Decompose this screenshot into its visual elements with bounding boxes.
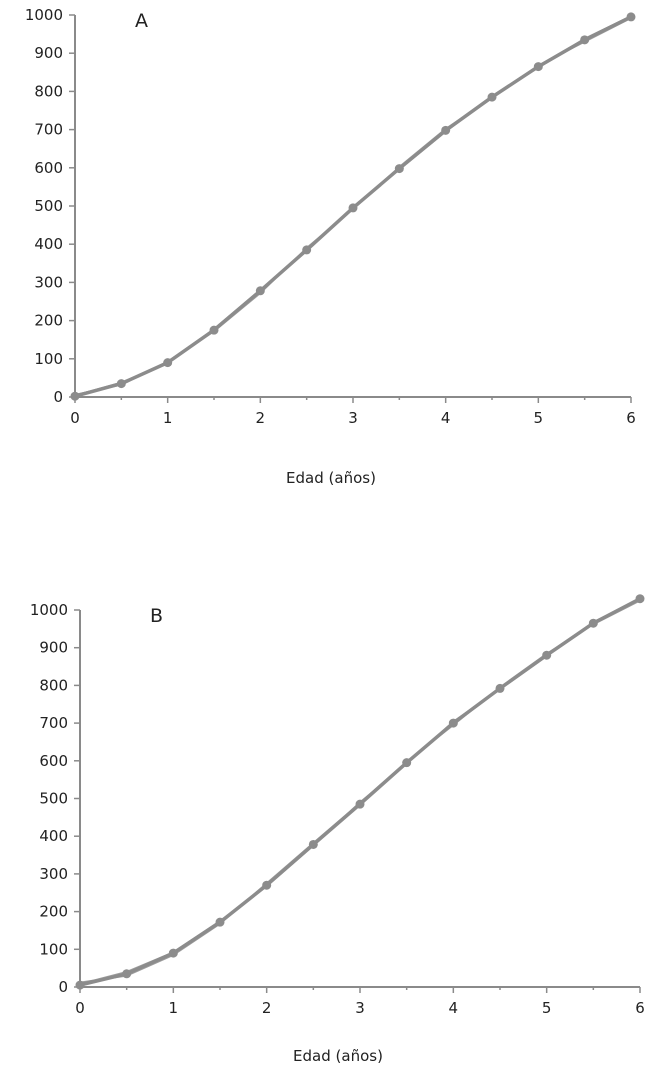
data-point bbox=[487, 92, 497, 102]
data-point bbox=[75, 980, 85, 990]
data-point bbox=[580, 35, 590, 45]
y-tick-label: 200 bbox=[34, 312, 63, 330]
data-point bbox=[308, 839, 318, 849]
x-tick-label: 1 bbox=[163, 409, 173, 427]
series-line bbox=[79, 598, 641, 985]
data-point bbox=[588, 618, 598, 628]
x-axis-title: Edad (años) bbox=[286, 469, 376, 487]
data-point bbox=[533, 62, 543, 72]
data-point bbox=[116, 379, 126, 389]
y-tick-label: 400 bbox=[34, 235, 63, 253]
x-tick-label: 6 bbox=[635, 999, 645, 1017]
x-tick-label: 2 bbox=[256, 409, 266, 427]
panel-label: B bbox=[150, 605, 163, 627]
data-point bbox=[402, 758, 412, 768]
y-tick-label: 0 bbox=[58, 978, 68, 996]
x-axis-title: Edad (años) bbox=[293, 1047, 383, 1065]
x-tick-label: 3 bbox=[355, 999, 365, 1017]
data-point bbox=[635, 594, 645, 604]
data-point bbox=[355, 799, 365, 809]
data-point bbox=[441, 125, 451, 135]
data-point bbox=[168, 948, 178, 958]
data-point bbox=[626, 12, 636, 22]
y-tick-label: 800 bbox=[39, 676, 68, 694]
y-tick-label: 300 bbox=[34, 273, 63, 291]
data-point bbox=[255, 286, 265, 296]
data-point bbox=[495, 683, 505, 693]
x-tick-label: 0 bbox=[70, 409, 80, 427]
x-tick-label: 5 bbox=[534, 409, 544, 427]
ticks: 0 1 2 3 4 5 6 0 100 200 300 400 500 600 700 800 900 1000 bbox=[25, 6, 636, 427]
data-point bbox=[394, 164, 404, 174]
data-point bbox=[70, 391, 80, 401]
y-tick-label: 600 bbox=[34, 159, 63, 177]
x-tick-label: 3 bbox=[348, 409, 358, 427]
y-tick-label: 700 bbox=[34, 121, 63, 139]
x-tick-label: 4 bbox=[449, 999, 459, 1017]
data-point bbox=[215, 917, 225, 927]
y-tick-label: 100 bbox=[39, 940, 68, 958]
y-tick-label: 400 bbox=[39, 827, 68, 845]
y-tick-label: 900 bbox=[34, 44, 63, 62]
chart-a: 0 1 2 3 4 5 601002003004005006007008009001000 … bbox=[25, 6, 636, 487]
series-line bbox=[79, 599, 641, 984]
y-tick-label: 700 bbox=[39, 714, 68, 732]
y-tick-label: 500 bbox=[34, 197, 63, 215]
data-point bbox=[542, 650, 552, 660]
series-group bbox=[70, 12, 636, 401]
x-tick-label: 1 bbox=[169, 999, 179, 1017]
x-tick-label: 5 bbox=[542, 999, 552, 1017]
series-group bbox=[75, 594, 645, 990]
y-tick-label: 100 bbox=[34, 350, 63, 368]
x-tick-label: 0 bbox=[75, 999, 85, 1017]
x-tick-label: 2 bbox=[262, 999, 272, 1017]
panel-label: A bbox=[135, 10, 148, 32]
x-tick-label: 4 bbox=[441, 409, 451, 427]
data-point bbox=[348, 203, 358, 213]
y-tick-label: 800 bbox=[34, 82, 63, 100]
x-tick-label: 6 bbox=[626, 409, 636, 427]
y-tick-label: 900 bbox=[39, 639, 68, 657]
data-point bbox=[448, 718, 458, 728]
y-tick-label: 0 bbox=[53, 388, 63, 406]
ticks: 0 1 2 3 4 5 6 0 100 200 300 400 500 600 700 800 900 1000 bbox=[30, 601, 645, 1017]
y-tick-label: 300 bbox=[39, 865, 68, 883]
y-tick-label: 1000 bbox=[25, 6, 63, 24]
series-line bbox=[78, 596, 642, 987]
y-tick-label: 1000 bbox=[30, 601, 68, 619]
data-point bbox=[262, 880, 272, 890]
chart-b: 0 1 2 3 4 5 601002003004005006007008009001000 … bbox=[30, 594, 645, 1065]
data-point bbox=[209, 325, 219, 335]
data-point bbox=[302, 245, 312, 255]
data-point bbox=[163, 358, 173, 368]
data-point bbox=[122, 969, 132, 979]
y-tick-label: 200 bbox=[39, 903, 68, 921]
y-tick-label: 600 bbox=[39, 752, 68, 770]
y-tick-label: 500 bbox=[39, 790, 68, 808]
